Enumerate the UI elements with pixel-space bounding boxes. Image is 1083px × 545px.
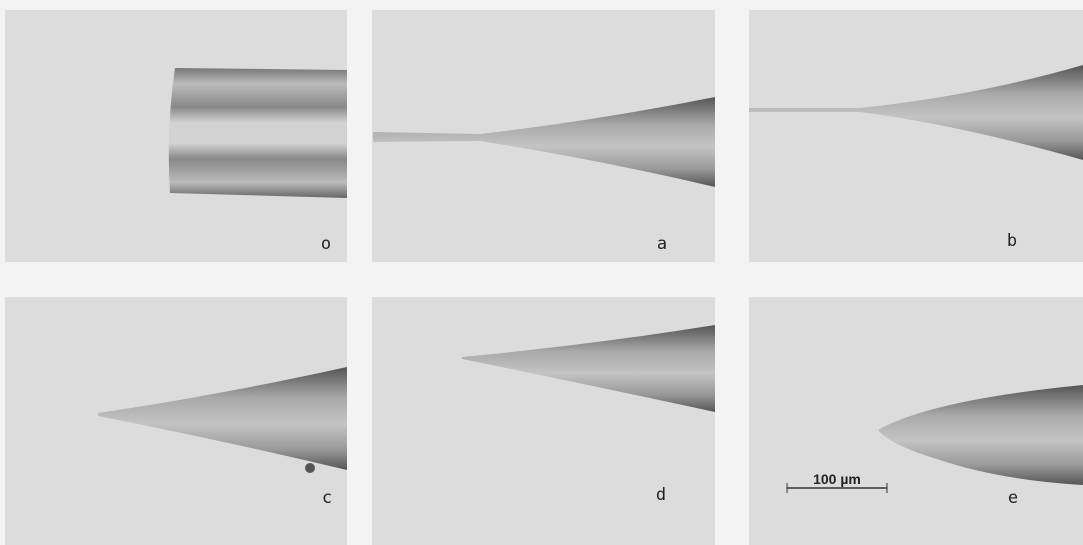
panel-label: d	[656, 485, 666, 505]
panel-label: e	[1008, 488, 1018, 508]
particle	[305, 463, 315, 473]
panel-label: c	[322, 488, 332, 508]
panel-label: b	[1007, 231, 1017, 251]
panel-label: o	[321, 234, 331, 254]
page: 100 µm o a b c d e (() => { const data =…	[0, 0, 1083, 545]
capillary	[169, 68, 347, 198]
figure: 100 µm o a b c d e	[0, 0, 1083, 545]
panel-label: a	[657, 234, 667, 254]
scale-bar-label: 100 µm	[813, 471, 861, 487]
